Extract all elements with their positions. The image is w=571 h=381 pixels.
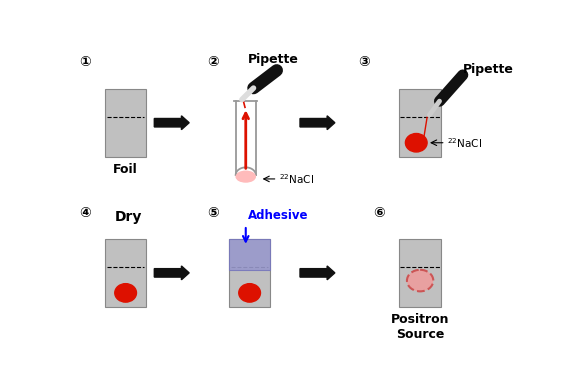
Ellipse shape	[239, 283, 260, 302]
Bar	[399, 89, 441, 157]
Text: ③: ③	[358, 55, 370, 69]
Text: $^{22}$NaCl: $^{22}$NaCl	[279, 172, 314, 186]
FancyArrow shape	[300, 116, 335, 130]
Text: ⑥: ⑥	[373, 206, 385, 220]
Bar	[106, 89, 146, 157]
Ellipse shape	[407, 270, 433, 291]
Text: Adhesive: Adhesive	[248, 209, 308, 222]
Text: Foil: Foil	[113, 163, 138, 176]
Ellipse shape	[115, 283, 136, 302]
Text: Pipette: Pipette	[463, 62, 514, 76]
Ellipse shape	[236, 171, 255, 182]
Text: ①: ①	[79, 55, 91, 69]
Text: ⑤: ⑤	[207, 206, 219, 220]
Bar	[230, 239, 270, 307]
FancyArrow shape	[154, 266, 189, 280]
Text: Pipette: Pipette	[247, 53, 298, 66]
Ellipse shape	[405, 133, 427, 152]
Text: Dry: Dry	[114, 210, 142, 224]
Text: ④: ④	[79, 206, 91, 220]
Text: Positron
Source: Positron Source	[391, 313, 449, 341]
Bar	[230, 239, 270, 270]
FancyArrow shape	[300, 266, 335, 280]
FancyArrow shape	[154, 116, 189, 130]
Bar	[399, 239, 441, 307]
Text: ②: ②	[207, 55, 219, 69]
Bar	[106, 239, 146, 307]
Text: $^{22}$NaCl: $^{22}$NaCl	[447, 136, 482, 150]
